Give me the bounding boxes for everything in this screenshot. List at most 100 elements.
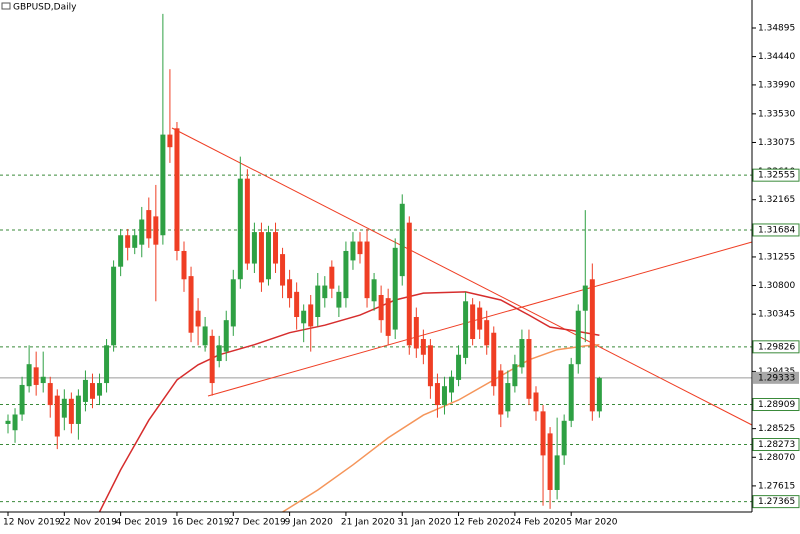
candle-body [441, 386, 447, 406]
candle-body [258, 232, 264, 283]
candle-body [364, 241, 370, 299]
candle-body [512, 364, 518, 387]
y-tick-label: 1.30345 [758, 310, 795, 320]
candle-body [19, 384, 25, 415]
candle-body [202, 326, 208, 346]
candle-body [343, 250, 349, 299]
y-tick-label: 1.33075 [758, 138, 795, 148]
candle-body [561, 420, 567, 456]
candle-body [315, 285, 321, 318]
candle-body [146, 210, 152, 239]
y-tick-label: 1.33990 [758, 80, 795, 90]
x-tick-label: 21 Jan 2020 [341, 518, 395, 528]
x-tick-label: 9 Jan 2020 [285, 518, 333, 528]
candle-body [399, 203, 405, 277]
candle-body [40, 376, 46, 384]
candle-body [111, 266, 117, 346]
candle-body [237, 178, 243, 280]
candle-body [329, 266, 335, 289]
candle-body [350, 241, 356, 261]
y-tick-label: 1.28070 [758, 453, 795, 463]
candle-body [26, 364, 32, 387]
candle-body [33, 367, 39, 385]
x-tick-label: 5 Mar 2020 [566, 518, 618, 528]
title-icon [1, 2, 11, 10]
x-tick-label: 22 Nov 2019 [59, 518, 117, 528]
candle-body [89, 383, 95, 399]
level-label-box [752, 438, 800, 452]
candle-body [596, 378, 602, 412]
candle-body [568, 364, 574, 421]
x-tick-label: 24 Feb 2020 [510, 518, 566, 528]
candle-body [378, 294, 384, 321]
y-tick-label: 1.30800 [758, 281, 795, 291]
candle-body [195, 310, 201, 327]
candle-body [526, 339, 532, 399]
candle-body [167, 134, 173, 148]
candle-body [12, 414, 18, 431]
candle-body [385, 298, 391, 336]
candle-body [118, 235, 124, 267]
candle-body [322, 285, 328, 299]
candle-body [188, 276, 194, 333]
candle-body [575, 310, 581, 365]
level-label: 1.28909 [758, 400, 795, 410]
candle-body [498, 370, 504, 415]
level-label: 1.29826 [758, 342, 795, 352]
candle-body [301, 310, 307, 324]
x-tick-label: 12 Nov 2019 [3, 518, 61, 528]
candle-body [477, 307, 483, 330]
candle-body [589, 279, 595, 412]
current-price-label: 1.29333 [758, 373, 795, 383]
y-tick-label: 1.34895 [758, 23, 795, 33]
candle-body [61, 398, 67, 418]
y-tick-label: 1.34440 [758, 52, 795, 62]
candle-body [420, 339, 426, 355]
level-label-box [752, 340, 800, 354]
level-label: 1.27365 [758, 497, 795, 507]
candles [5, 13, 602, 509]
candle-body [125, 235, 131, 248]
moving-average [282, 343, 600, 513]
candle-body [519, 339, 525, 368]
candle-body [505, 383, 511, 412]
level-label: 1.32555 [758, 171, 795, 181]
candle-body [153, 216, 159, 245]
candle-body [265, 232, 271, 280]
candle-body [280, 254, 286, 286]
candle-body [174, 128, 180, 251]
level-label-box [752, 223, 800, 237]
candle-body [336, 291, 342, 308]
y-tick-label: 1.33530 [758, 109, 795, 119]
candle-body [160, 134, 166, 236]
candle-body [5, 420, 11, 424]
candle-body [456, 354, 462, 380]
y-tick-label: 1.27615 [758, 481, 795, 491]
x-tick-label: 27 Dec 2019 [228, 518, 286, 528]
candle-body [484, 320, 490, 346]
candle-body [371, 279, 377, 302]
moving-average [98, 291, 600, 513]
candle-body [251, 232, 257, 264]
candle-body [132, 235, 138, 248]
candle-body [181, 250, 187, 280]
candle-body [449, 376, 455, 393]
current-price-box [753, 371, 799, 384]
candle-body [582, 285, 588, 311]
y-tick-label: 1.31255 [758, 252, 795, 262]
candle-body [209, 335, 215, 384]
x-tick-label: 16 Dec 2019 [172, 518, 230, 528]
level-label-box [752, 495, 800, 509]
axis-labels: 1.348951.344401.339901.335301.330751.326… [3, 23, 800, 528]
candle-body [413, 317, 419, 349]
candle-body [47, 383, 53, 406]
chart-title: GBPUSD,Daily [13, 3, 77, 13]
candle-body [554, 455, 560, 490]
candle-body [104, 345, 110, 384]
candle-body [216, 345, 222, 362]
candle-body [491, 332, 497, 387]
candle-body [463, 301, 469, 358]
candle-body [427, 345, 433, 387]
candle-body [223, 320, 229, 352]
